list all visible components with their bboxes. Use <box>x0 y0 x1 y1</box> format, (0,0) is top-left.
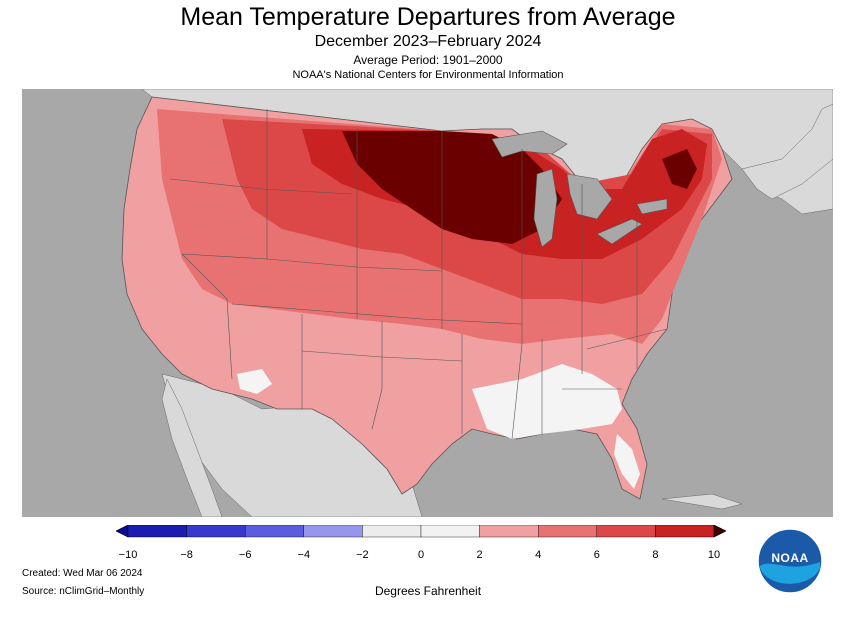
caribbean-land <box>661 493 743 510</box>
band-0-2-arizona <box>237 369 272 394</box>
legend-right-arrow <box>713 525 726 538</box>
band-10-plus-northeast <box>662 149 697 189</box>
noaa-logo: NOAA <box>757 528 823 594</box>
lake-huron <box>566 173 613 220</box>
data-source: Source: nClimGrid–Monthly <box>22 586 145 597</box>
band-0-2-florida <box>614 434 640 489</box>
legend-tick-label: −6 <box>238 549 252 561</box>
map-subtitle: December 2023–February 2024 <box>314 33 542 50</box>
legend-cell <box>596 525 656 538</box>
average-period: Average Period: 1901–2000 <box>353 53 503 67</box>
noaa-logo-icon <box>757 528 823 594</box>
legend-tick-label: 4 <box>535 549 542 561</box>
legend-tick-label: −2 <box>356 549 369 561</box>
band-0-2-southeast <box>472 364 622 439</box>
map-title: Mean Temperature Departures from Average <box>180 3 676 31</box>
legend-cell <box>362 525 422 538</box>
legend-tick-label: −4 <box>297 549 311 561</box>
legend-cell <box>303 525 363 538</box>
temperature-map <box>22 89 833 517</box>
legend-tick-label: 2 <box>476 549 483 561</box>
map-header: Mean Temperature Departures from Average… <box>0 0 856 82</box>
legend-left-arrow <box>116 525 129 538</box>
lake-erie <box>596 218 643 245</box>
band-10-plus <box>342 131 562 244</box>
legend-cell <box>655 525 715 538</box>
color-legend: −10 −8 −6 −4 −2 0 2 4 6 8 10 <box>116 525 726 565</box>
organization-line: NOAA's National Centers for Environmenta… <box>292 69 564 81</box>
legend-cell <box>538 525 598 538</box>
legend-cell <box>186 525 246 538</box>
legend-tick-label: 6 <box>593 549 600 561</box>
lake-michigan <box>533 168 558 248</box>
created-date: Created: Wed Mar 06 2024 <box>22 568 143 579</box>
legend-cell <box>479 525 539 538</box>
lake-superior <box>491 130 568 158</box>
legend-tick-label: 10 <box>707 549 721 561</box>
legend-tick-label: −8 <box>180 549 193 561</box>
legend-tick-label: 8 <box>652 549 659 561</box>
legend-cell <box>420 525 480 538</box>
units-label: Degrees Fahrenheit <box>374 584 482 598</box>
legend-tick-label: 0 <box>417 549 425 561</box>
baja-land <box>161 378 223 517</box>
legend-cell <box>244 525 304 538</box>
maritimes-land <box>741 103 833 200</box>
legend-bar <box>116 525 726 538</box>
map-svg <box>121 89 833 517</box>
legend-cell <box>127 525 187 538</box>
state-boundaries <box>169 109 668 440</box>
lake-ontario <box>636 198 668 215</box>
noaa-logo-text: NOAA <box>771 551 809 565</box>
legend-tick-label: −10 <box>118 549 138 561</box>
